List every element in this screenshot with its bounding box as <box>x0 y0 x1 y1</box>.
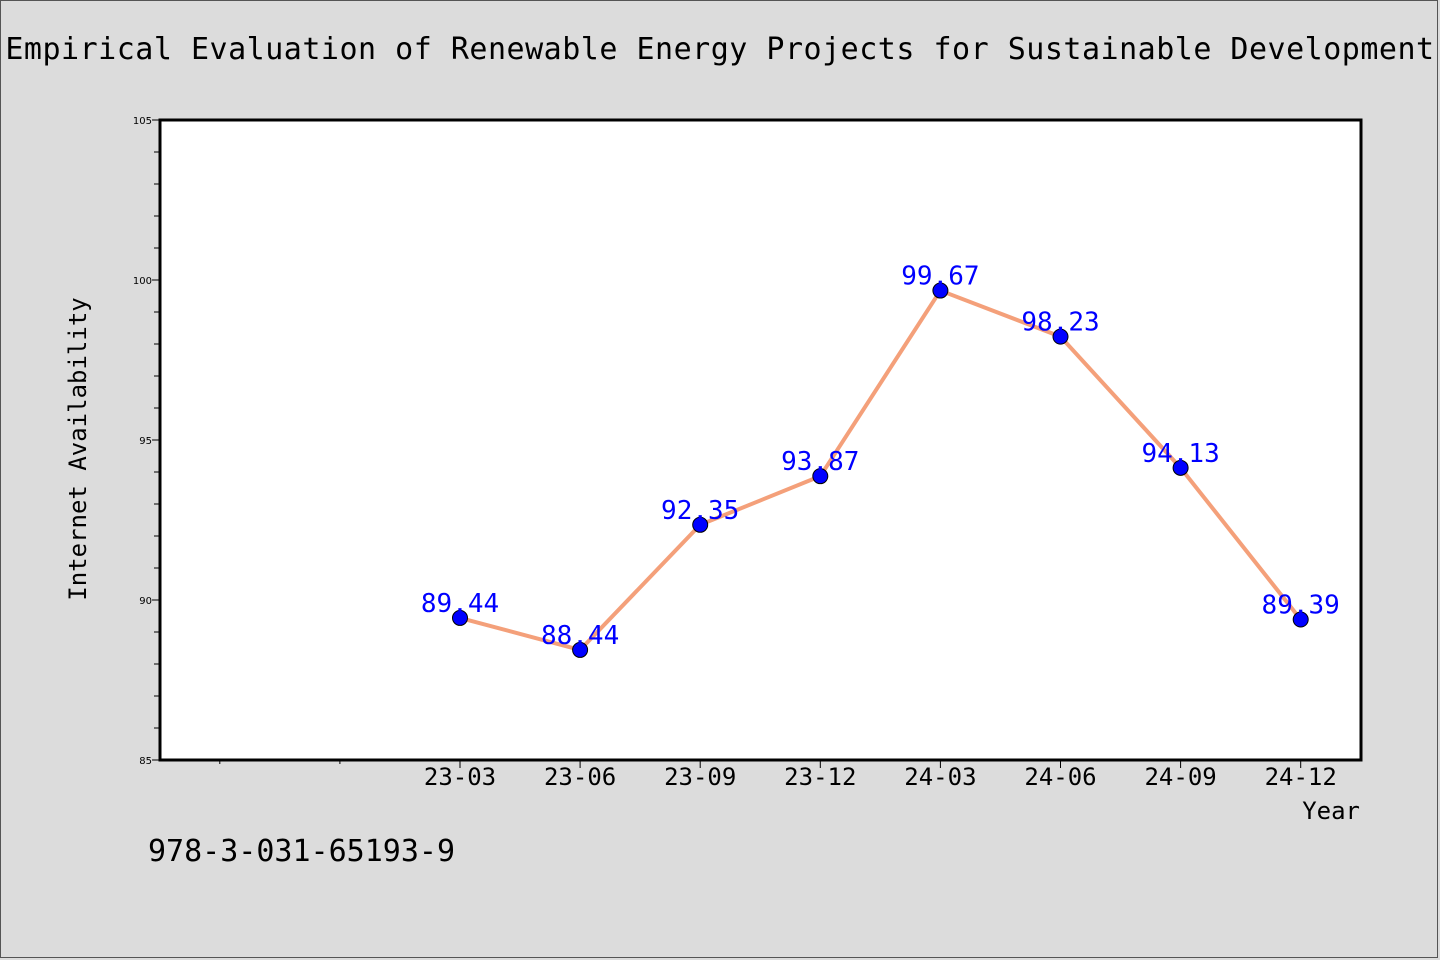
data-label: 89.44 <box>421 589 499 619</box>
data-label: 92.35 <box>661 496 739 526</box>
plot-area <box>158 118 1363 762</box>
y-tick-label: 95 <box>139 436 152 447</box>
y-axis: 85 90 95 100 105 <box>133 116 160 767</box>
series-line-group: 89.44 88.44 92.35 93.87 99.67 98.23 94.13 89.39 <box>421 262 1340 658</box>
data-point <box>1052 328 1069 345</box>
data-label: 99.67 <box>901 262 979 292</box>
x-tick-label: 24-12 <box>1265 763 1337 791</box>
x-tick-label: 23-03 <box>424 763 496 791</box>
isbn-text: 978-3-031-65193-9 <box>148 834 456 869</box>
data-label: 94.13 <box>1141 439 1219 469</box>
data-label: 98.23 <box>1021 308 1099 338</box>
y-tick-label: 100 <box>133 276 152 287</box>
data-point <box>452 609 468 626</box>
x-tick-label: 24-03 <box>904 763 976 791</box>
x-tick-label: 23-09 <box>664 763 736 791</box>
chart-title: Empirical Evaluation of Renewable Energy… <box>5 32 1435 67</box>
data-label: 93.87 <box>781 447 859 477</box>
data-point <box>572 641 589 658</box>
x-tick-label: 23-12 <box>784 763 856 791</box>
x-tick-label: 23-06 <box>544 763 616 791</box>
x-axis: 23-03 23-06 23-09 23-12 24-03 24-06 24-09 24-12 <box>219 760 1337 791</box>
data-point <box>1292 611 1309 628</box>
series-line <box>458 288 1303 652</box>
x-axis-label: Year <box>1302 797 1360 825</box>
y-axis-label: Internet Availability <box>64 297 92 600</box>
y-tick-label: 90 <box>139 596 152 607</box>
data-point <box>692 516 709 533</box>
data-point <box>932 282 949 299</box>
data-label: 88.44 <box>541 621 619 651</box>
x-tick-label: 24-06 <box>1024 763 1096 791</box>
data-point <box>1172 459 1189 476</box>
data-point <box>812 468 829 485</box>
data-label: 89.39 <box>1262 591 1340 621</box>
y-tick-label: 85 <box>139 756 152 767</box>
x-tick-label: 24-09 <box>1144 763 1216 791</box>
y-tick-label: 105 <box>133 116 152 127</box>
